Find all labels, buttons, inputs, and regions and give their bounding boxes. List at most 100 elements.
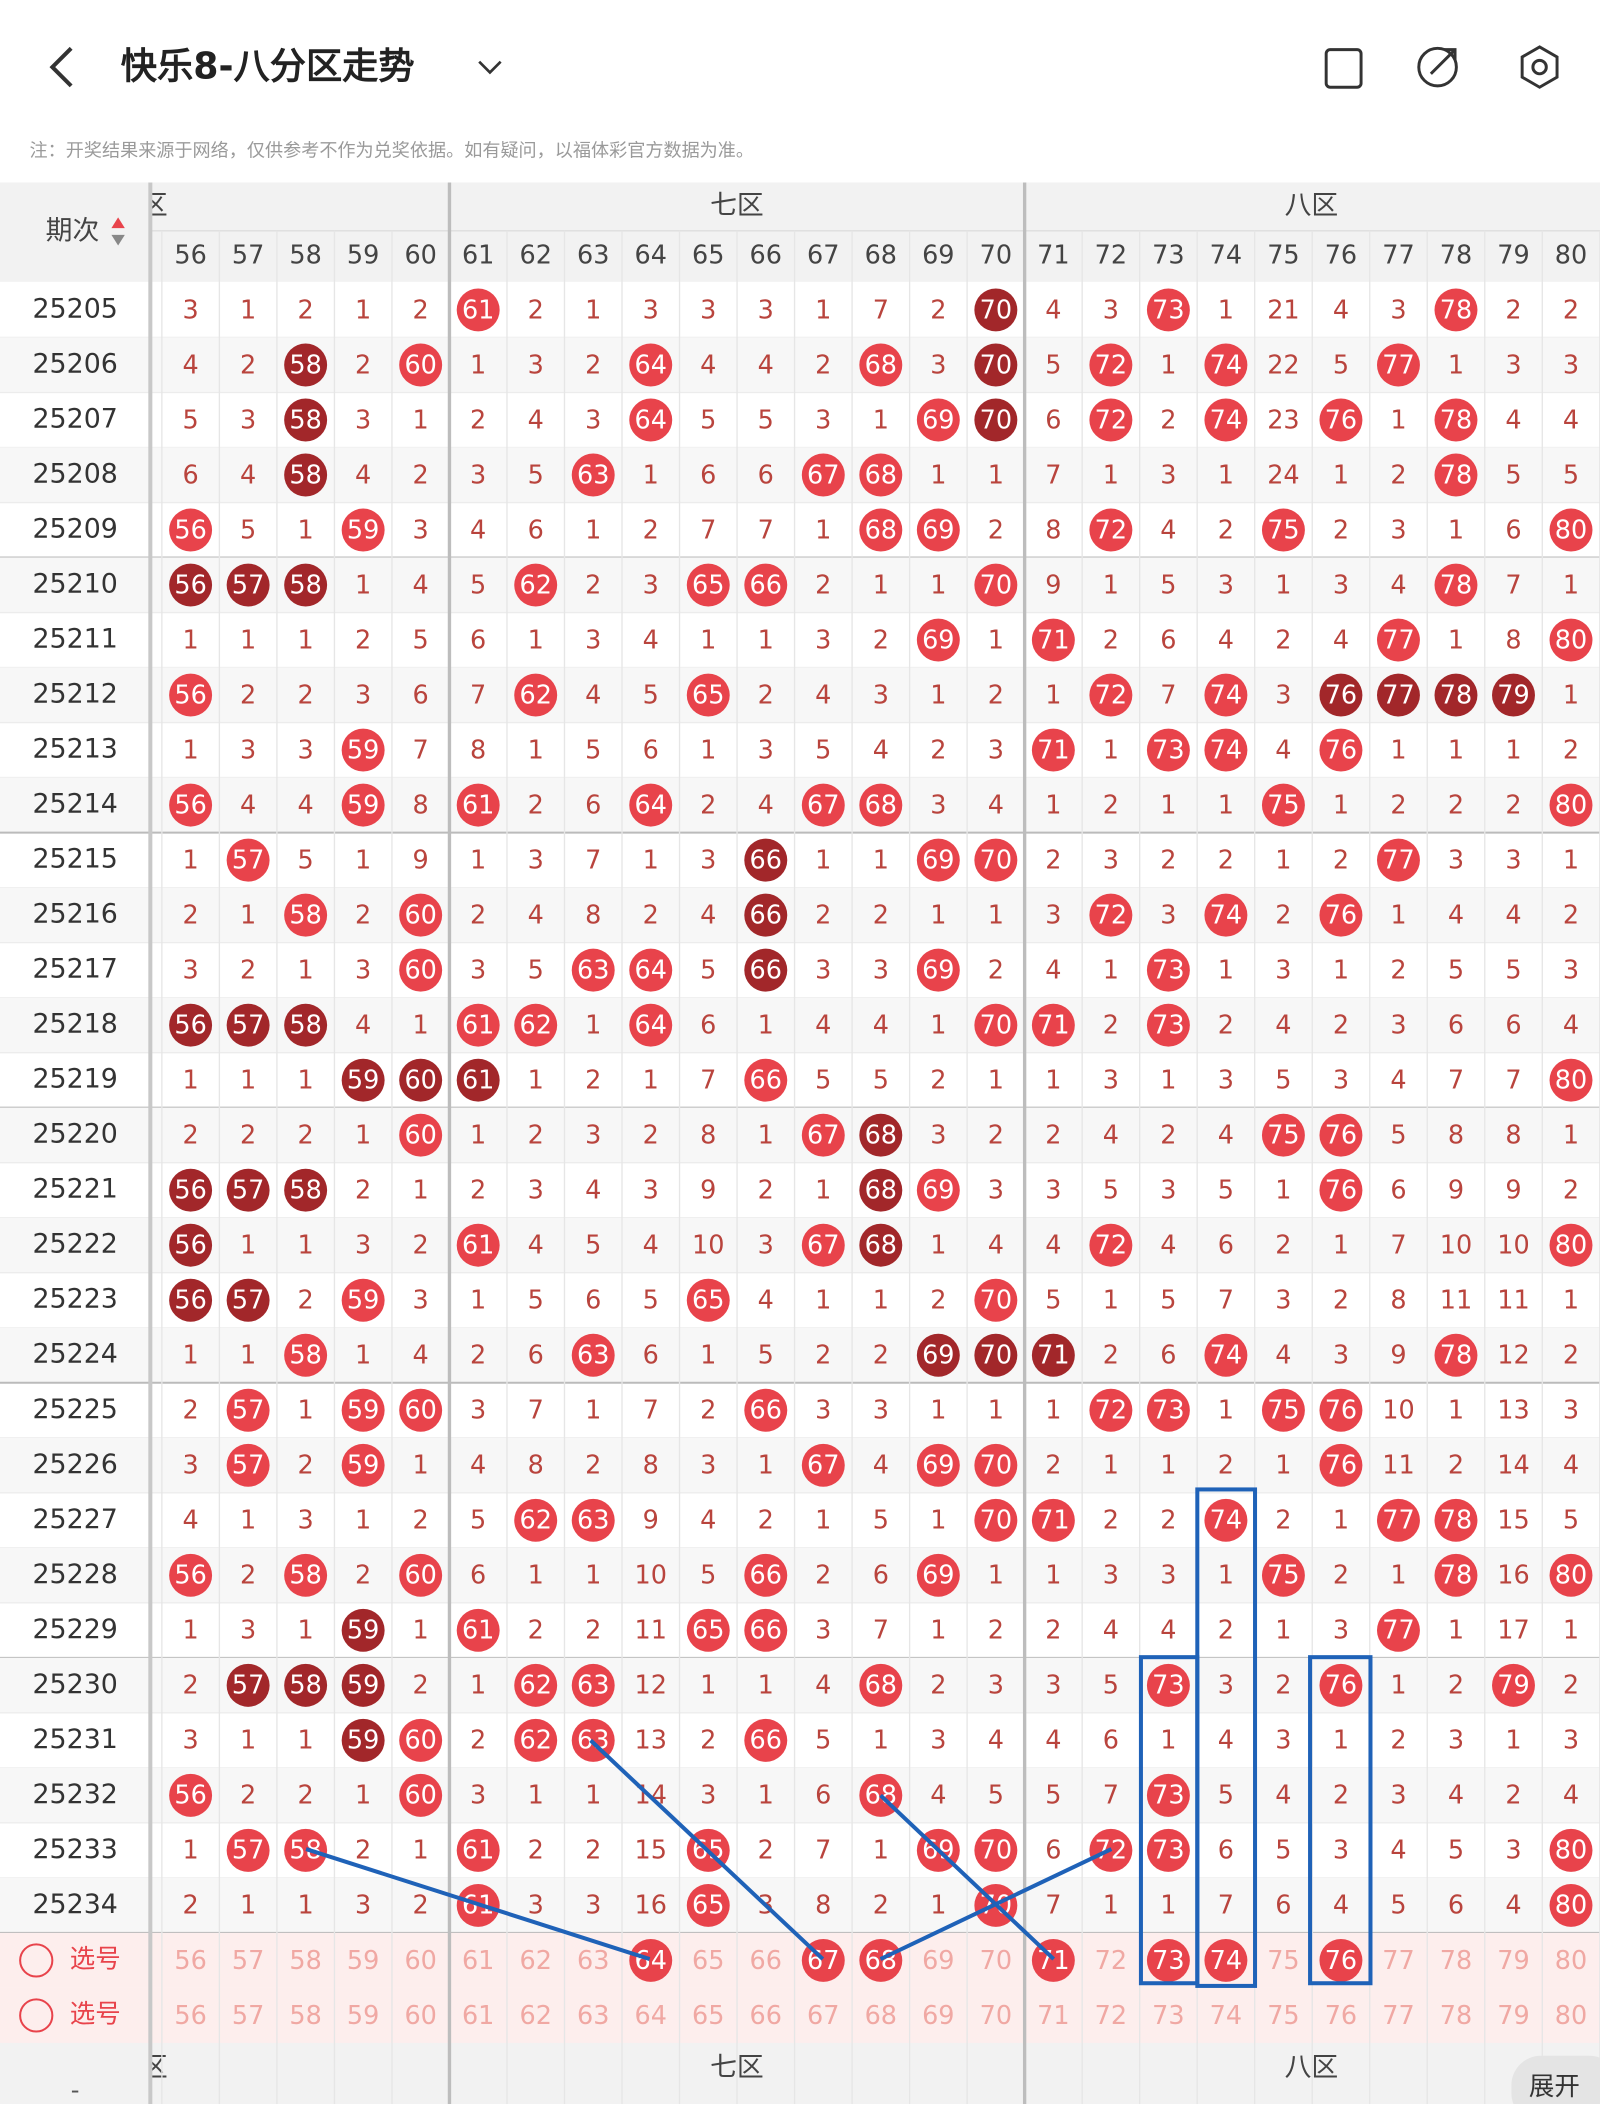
- select-number[interactable]: 77: [1382, 1946, 1414, 1976]
- ball: [1319, 1663, 1363, 1707]
- cell: 66: [750, 1726, 782, 1756]
- ball[interactable]: [1146, 1938, 1190, 1982]
- cell: 2: [585, 1616, 601, 1646]
- cell: 3: [700, 1451, 716, 1481]
- cell: 7: [1218, 1286, 1234, 1316]
- select-number[interactable]: 64: [635, 1946, 667, 1976]
- cell: 5: [1390, 1891, 1406, 1921]
- select-number[interactable]: 69: [922, 2001, 954, 2031]
- select-number[interactable]: 69: [922, 1946, 954, 1976]
- cell: 2: [815, 350, 831, 380]
- select-number[interactable]: 78: [1440, 2001, 1472, 2031]
- cell: 6: [643, 1341, 659, 1371]
- cell: 4: [700, 900, 716, 930]
- ball: [1549, 1058, 1593, 1102]
- select-number[interactable]: 77: [1382, 2001, 1414, 2031]
- select-radio[interactable]: [19, 1998, 54, 2033]
- select-number[interactable]: 74: [1210, 1946, 1242, 1976]
- cell: 2: [1218, 1011, 1234, 1041]
- select-number[interactable]: 62: [519, 1946, 551, 1976]
- select-number[interactable]: 65: [692, 2001, 724, 2031]
- select-number[interactable]: 62: [519, 2001, 551, 2031]
- select-number[interactable]: 57: [232, 1946, 264, 1976]
- select-number[interactable]: 61: [462, 2001, 494, 2031]
- cell: 4: [988, 1231, 1004, 1261]
- select-number[interactable]: 75: [1267, 2001, 1299, 2031]
- cell: 1: [413, 1451, 429, 1481]
- select-number[interactable]: 76: [1325, 1946, 1357, 1976]
- select-number[interactable]: 68: [865, 1946, 897, 1976]
- dropdown[interactable]: [478, 60, 502, 75]
- layout-icon[interactable]: [1324, 48, 1363, 89]
- share-arrow: [1429, 48, 1457, 75]
- select-number[interactable]: 72: [1095, 1946, 1127, 1976]
- share-icon[interactable]: [1417, 46, 1458, 88]
- select-number[interactable]: 66: [750, 1946, 782, 1976]
- select-number[interactable]: 60: [404, 2001, 436, 2031]
- cell: 3: [700, 1781, 716, 1811]
- select-number[interactable]: 57: [232, 2001, 264, 2031]
- select-number[interactable]: 70: [980, 2001, 1012, 2031]
- select-number[interactable]: 67: [807, 2001, 839, 2031]
- expand-label[interactable]: 展开: [1529, 2072, 1580, 2102]
- ball[interactable]: [1319, 1938, 1363, 1982]
- select-number[interactable]: 60: [404, 1946, 436, 1976]
- select-number[interactable]: 56: [174, 1946, 206, 1976]
- select-number[interactable]: 61: [462, 1946, 494, 1976]
- select-number[interactable]: 71: [1037, 2001, 1069, 2031]
- cell: 3: [240, 405, 256, 435]
- cell: 2: [298, 1451, 314, 1481]
- cell: 7: [815, 1836, 831, 1866]
- cell: 2: [815, 900, 831, 930]
- select-number[interactable]: 80: [1555, 2001, 1587, 2031]
- cell: 2: [1103, 1506, 1119, 1536]
- cell: 3: [355, 680, 371, 710]
- select-number[interactable]: 76: [1325, 2001, 1357, 2031]
- ball: [1319, 673, 1363, 717]
- select-number[interactable]: 59: [347, 2001, 379, 2031]
- back-button[interactable]: [49, 46, 73, 88]
- cell: 14: [1497, 1451, 1529, 1481]
- select-number[interactable]: 78: [1440, 1946, 1472, 1976]
- ball: [169, 1278, 213, 1322]
- select-number[interactable]: 63: [577, 1946, 609, 1976]
- cell: 3: [413, 515, 429, 545]
- ball: [341, 508, 385, 552]
- select-number[interactable]: 72: [1095, 2001, 1127, 2031]
- cell: 57: [232, 1176, 264, 1206]
- select-number[interactable]: 58: [289, 2001, 321, 2031]
- select-radio[interactable]: [19, 1943, 54, 1978]
- ball: [859, 1113, 903, 1157]
- cell: 9: [413, 845, 429, 875]
- select-number[interactable]: 64: [635, 2001, 667, 2031]
- select-number[interactable]: 66: [750, 2001, 782, 2031]
- ball: [744, 563, 788, 607]
- select-number[interactable]: 73: [1152, 2001, 1184, 2031]
- select-number[interactable]: 70: [980, 1946, 1012, 1976]
- ball[interactable]: [859, 1938, 903, 1982]
- ball[interactable]: [629, 1938, 673, 1982]
- ball[interactable]: [1204, 1938, 1248, 1982]
- cell: 3: [930, 1121, 946, 1151]
- expand-button[interactable]: [1511, 2055, 1600, 2104]
- ball: [1549, 1828, 1593, 1872]
- cell: 1: [1563, 1121, 1579, 1151]
- cell: 4: [1275, 1341, 1291, 1371]
- select-number[interactable]: 59: [347, 1946, 379, 1976]
- select-number[interactable]: 80: [1555, 1946, 1587, 1976]
- select-number[interactable]: 56: [174, 2001, 206, 2031]
- select-number[interactable]: 68: [865, 2001, 897, 2031]
- cell: 1: [1275, 1616, 1291, 1646]
- select-number[interactable]: 74: [1210, 2001, 1242, 2031]
- cell: 1: [700, 1341, 716, 1371]
- select-number[interactable]: 75: [1267, 1946, 1299, 1976]
- select-number[interactable]: 63: [577, 2001, 609, 2031]
- settings-icon[interactable]: [1520, 45, 1559, 89]
- select-number[interactable]: 58: [289, 1946, 321, 1976]
- select-number[interactable]: 79: [1497, 1946, 1529, 1976]
- select-number[interactable]: 79: [1497, 2001, 1529, 2031]
- select-number[interactable]: 65: [692, 1946, 724, 1976]
- select-number[interactable]: 73: [1152, 1946, 1184, 1976]
- cell: 7: [1218, 1891, 1234, 1921]
- issue: 25230: [32, 1669, 117, 1700]
